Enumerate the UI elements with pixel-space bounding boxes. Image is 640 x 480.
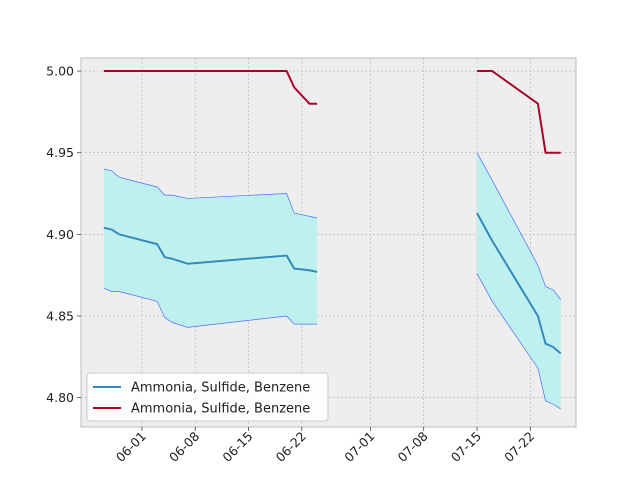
- band-lower-edge: [103, 287, 318, 328]
- y-tick-label: 4.85: [46, 308, 74, 323]
- confidence-band: [103, 169, 318, 328]
- x-tick-label: 07-01: [341, 429, 377, 465]
- x-tick-label: 07-22: [501, 429, 537, 465]
- legend-box: [86, 372, 329, 422]
- band-lower-edge: [476, 273, 561, 410]
- y-tick-label: 4.80: [46, 390, 74, 405]
- confidence-band: [477, 152, 561, 410]
- x-tick-label: 06-08: [166, 428, 202, 464]
- x-tick-label: 06-22: [273, 429, 309, 465]
- x-tick-label: 07-15: [448, 429, 484, 465]
- axes-frame: [80, 57, 577, 428]
- series-line-2: [103, 70, 318, 105]
- x-tick-label: 06-15: [219, 429, 255, 465]
- series-line-1: [476, 212, 562, 355]
- y-tick-label: 4.90: [46, 227, 74, 242]
- x-tick-label: 07-08: [395, 428, 431, 464]
- y-tick-label: 5.00: [46, 64, 74, 79]
- y-tick-label: 4.95: [46, 145, 74, 160]
- series-line-1: [103, 226, 318, 273]
- band-upper-edge: [476, 152, 562, 300]
- band-upper-edge: [103, 168, 318, 219]
- legend-label-1: Ammonia, Sulfide, Benzene: [131, 381, 310, 396]
- series-line-2: [477, 70, 561, 154]
- x-tick-label: 06-01: [113, 429, 149, 465]
- legend-label-2: Ammonia, Sulfide, Benzene: [131, 402, 310, 417]
- legend: Ammonia, Sulfide, Benzene Ammonia, Sulfid…: [86, 372, 329, 422]
